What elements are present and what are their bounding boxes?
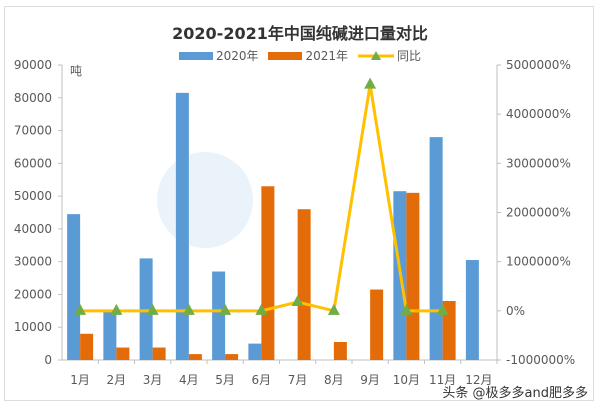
bar-2021年-3月 xyxy=(152,347,166,360)
y-tick-label-left: 30000 xyxy=(14,255,52,269)
legend-swatch xyxy=(268,51,303,60)
y-tick-label-left: 60000 xyxy=(14,156,52,170)
bar-2021年-4月 xyxy=(188,354,202,360)
legend-label: 同比 xyxy=(397,49,422,63)
yoy-marker-8月 xyxy=(327,303,340,315)
bar-2020年-4月 xyxy=(175,92,189,360)
yoy-marker-9月 xyxy=(364,77,377,89)
legend-label: 2021年 xyxy=(305,49,349,63)
bar-2021年-8月 xyxy=(333,341,347,360)
bar-2021年-2月 xyxy=(116,347,130,360)
x-tick-label: 12月 xyxy=(465,373,492,387)
legend-yoy: 同比 xyxy=(358,47,421,64)
y-tick-label-left: 10000 xyxy=(14,320,52,334)
bar-2021年-7月 xyxy=(297,209,311,360)
yoy-marker-3月 xyxy=(146,303,159,315)
bar-2021年-6月 xyxy=(261,186,275,360)
yoy-marker-11月 xyxy=(436,303,449,315)
bar-2021年-11月 xyxy=(442,301,456,360)
x-tick-label: 2月 xyxy=(107,373,127,387)
x-tick-label: 4月 xyxy=(179,373,199,387)
y-tick-label-left: 70000 xyxy=(14,124,52,138)
yoy-marker-2月 xyxy=(110,303,123,315)
y-tick-label-left: 0 xyxy=(44,353,52,367)
bar-2020年-12月 xyxy=(465,260,479,360)
yoy-marker-10月 xyxy=(400,303,413,315)
yoy-marker-1月 xyxy=(74,303,87,315)
y-tick-label-left: 90000 xyxy=(14,58,52,72)
legend-2020: 2020年 xyxy=(178,47,259,64)
x-tick-label: 1月 xyxy=(70,373,90,387)
y-tick-label-right: 4000000% xyxy=(506,107,571,121)
bar-2020年-3月 xyxy=(139,258,153,360)
chart-title: 2020-2021年中国纯碱进口量对比 xyxy=(172,24,428,43)
bar-2021年-1月 xyxy=(80,333,94,360)
legend-2021: 2021年 xyxy=(268,47,348,64)
bar-2021年-5月 xyxy=(225,354,239,360)
legend-label: 2020年 xyxy=(215,49,259,63)
bar-2020年-1月 xyxy=(67,214,81,360)
bar-2021年-9月 xyxy=(370,289,384,360)
x-tick-label: 3月 xyxy=(143,373,163,387)
chart-frame xyxy=(4,6,594,401)
y-tick-label-right: -1000000% xyxy=(506,353,575,367)
bar-2020年-2月 xyxy=(103,310,117,360)
y-tick-label-right: 5000000% xyxy=(506,58,571,72)
watermark: 头条 @极多多and肥多多 xyxy=(442,386,588,401)
x-tick-label: 8月 xyxy=(324,373,344,387)
y-tick-label-right: 1000000% xyxy=(506,255,571,269)
yoy-marker-4月 xyxy=(182,303,195,315)
watermark-logo xyxy=(157,152,253,248)
y-tick-label-right: 2000000% xyxy=(506,206,571,220)
bar-2020年-5月 xyxy=(212,271,226,360)
bar-2021年-10月 xyxy=(406,192,420,360)
legend-line-swatch xyxy=(358,50,395,60)
y-tick-label-right: 0% xyxy=(506,304,525,318)
y-unit: 吨 xyxy=(70,64,83,78)
y-tick-label-right: 3000000% xyxy=(506,156,571,170)
y-tick-label-left: 80000 xyxy=(14,91,52,105)
yoy-marker-6月 xyxy=(255,303,268,315)
x-tick-label: 11月 xyxy=(429,373,456,387)
y-tick-label-left: 20000 xyxy=(14,287,52,301)
yoy-marker-5月 xyxy=(219,303,232,315)
legend-swatch xyxy=(178,51,213,60)
bar-2020年-6月 xyxy=(248,343,262,360)
legend: 2020年 2021年 同比 xyxy=(0,47,600,64)
y-tick-label-left: 50000 xyxy=(14,189,52,203)
x-tick-label: 10月 xyxy=(393,373,420,387)
x-tick-label: 6月 xyxy=(252,373,272,387)
yoy-marker-7月 xyxy=(291,294,304,306)
y-tick-label-left: 40000 xyxy=(14,222,52,236)
x-tick-label: 9月 xyxy=(360,373,380,387)
bar-2020年-11月 xyxy=(429,137,443,360)
x-tick-label: 5月 xyxy=(215,373,235,387)
x-tick-label: 7月 xyxy=(288,373,308,387)
